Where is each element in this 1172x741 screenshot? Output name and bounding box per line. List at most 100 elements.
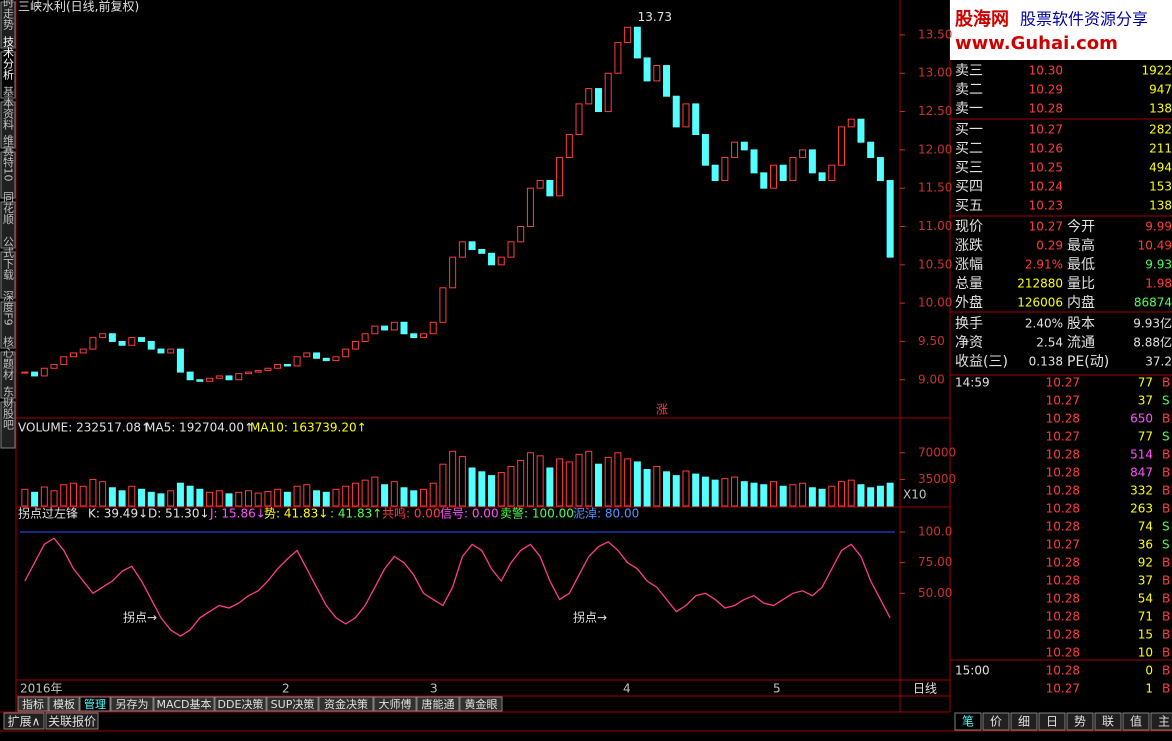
tab[interactable] bbox=[79, 696, 111, 712]
right-tab-label: 细 bbox=[1018, 715, 1030, 729]
tick-side: B bbox=[1162, 574, 1170, 588]
side-tab[interactable] bbox=[0, 351, 16, 399]
side-tab[interactable] bbox=[0, 51, 16, 99]
right-tab[interactable] bbox=[1122, 712, 1150, 731]
volume-bar bbox=[478, 471, 486, 507]
candle bbox=[838, 126, 846, 166]
tab[interactable] bbox=[17, 696, 49, 712]
side-tab[interactable] bbox=[0, 251, 16, 299]
quote-value: 86874 bbox=[1134, 296, 1172, 310]
candle bbox=[769, 164, 777, 189]
volume-bar bbox=[108, 487, 116, 507]
right-tab[interactable] bbox=[1010, 712, 1038, 731]
candle bbox=[585, 88, 593, 105]
volume-bar bbox=[526, 452, 534, 507]
side-tab[interactable] bbox=[0, 1, 16, 49]
volume-bar bbox=[867, 487, 875, 507]
right-tab-label: 价 bbox=[990, 715, 1002, 729]
volume-bar bbox=[293, 485, 301, 507]
tab[interactable] bbox=[48, 696, 80, 712]
bottom-tab[interactable] bbox=[45, 712, 99, 730]
tab[interactable] bbox=[373, 696, 417, 712]
side-tab[interactable] bbox=[0, 201, 16, 249]
tick-volume: 10 bbox=[1138, 646, 1153, 660]
side-tab[interactable] bbox=[0, 301, 16, 349]
tab[interactable] bbox=[110, 696, 154, 712]
candle bbox=[721, 157, 729, 182]
candle bbox=[624, 26, 632, 44]
quote-label: 最高 bbox=[1067, 237, 1095, 254]
candle bbox=[79, 348, 87, 354]
volume-bar bbox=[244, 490, 252, 507]
order-label: 卖三 bbox=[955, 63, 983, 79]
tick-side: S bbox=[1162, 430, 1170, 444]
y-tick-label: 10.00 bbox=[918, 296, 952, 310]
order-volume: 282 bbox=[1149, 123, 1172, 137]
tab[interactable] bbox=[416, 696, 460, 712]
indicator-header: : 41.83↑ bbox=[330, 507, 382, 521]
volume-bar bbox=[633, 461, 641, 507]
tick-volume: 263 bbox=[1130, 502, 1153, 516]
tab[interactable] bbox=[318, 696, 374, 712]
volume-bar bbox=[507, 465, 515, 507]
bottom-tab[interactable] bbox=[3, 712, 45, 730]
tab[interactable] bbox=[214, 696, 267, 712]
candle bbox=[507, 241, 515, 258]
candle bbox=[828, 164, 836, 182]
candle bbox=[867, 141, 875, 159]
side-tab-label: 公式下载 bbox=[2, 236, 15, 280]
y-tick-label: 70000 bbox=[918, 445, 956, 459]
tab-label: 资金决策 bbox=[324, 697, 368, 711]
volume-bar bbox=[60, 484, 68, 507]
volume-bar bbox=[429, 482, 437, 507]
indicator-header: 势: 41.83↓ bbox=[264, 507, 328, 521]
candle bbox=[643, 57, 651, 82]
volume-bar bbox=[672, 475, 680, 507]
side-tab[interactable] bbox=[0, 151, 16, 199]
side-tab-label: 技术分析 bbox=[2, 36, 15, 81]
y-tick-label: 9.00 bbox=[918, 372, 945, 386]
candle bbox=[244, 371, 252, 375]
right-tab[interactable] bbox=[1066, 712, 1094, 731]
volume-bar bbox=[40, 486, 48, 507]
tab[interactable] bbox=[266, 696, 319, 712]
quote-value: 9.93亿 bbox=[1133, 316, 1172, 331]
tab[interactable] bbox=[459, 696, 503, 712]
tick-price: 10.27 bbox=[1046, 538, 1080, 552]
tab-label: 模板 bbox=[53, 697, 75, 711]
tick-side: B bbox=[1162, 412, 1170, 426]
tick-side: B bbox=[1162, 376, 1170, 390]
side-tab-label: 同花顺 bbox=[2, 192, 15, 226]
volume-bar bbox=[31, 491, 39, 507]
right-tab[interactable] bbox=[1094, 712, 1122, 731]
candle bbox=[701, 134, 709, 166]
order-label: 买二 bbox=[955, 141, 983, 157]
tick-side: B bbox=[1162, 448, 1170, 462]
candle bbox=[21, 371, 29, 374]
quote-value: 9.93 bbox=[1145, 258, 1172, 272]
side-tab[interactable] bbox=[0, 101, 16, 149]
right-tab[interactable] bbox=[982, 712, 1010, 731]
candle bbox=[526, 187, 534, 227]
order-volume: 947 bbox=[1149, 83, 1172, 97]
tab[interactable] bbox=[153, 696, 215, 712]
right-tab[interactable] bbox=[1150, 712, 1172, 731]
chart-title: 三峡水利(日线,前复权) bbox=[18, 0, 139, 14]
tab-label: 黄金眼 bbox=[465, 697, 498, 711]
right-tab[interactable] bbox=[1038, 712, 1066, 731]
candle bbox=[342, 348, 350, 358]
candle bbox=[50, 363, 58, 369]
side-tab-label: 核心题材 bbox=[2, 335, 15, 380]
candle bbox=[886, 180, 894, 258]
volume-bar bbox=[847, 479, 855, 507]
volume-bar bbox=[410, 490, 418, 507]
side-tab[interactable] bbox=[0, 401, 16, 449]
indicator-header: D: 51.30↓ bbox=[148, 507, 210, 521]
right-tab-label: 势 bbox=[1074, 715, 1086, 729]
order-volume: 138 bbox=[1149, 102, 1172, 116]
tick-price: 10.28 bbox=[1046, 610, 1080, 624]
quote-label: 股本 bbox=[1067, 316, 1095, 332]
candle bbox=[60, 356, 68, 365]
candle bbox=[254, 370, 262, 373]
right-tab[interactable] bbox=[954, 712, 982, 731]
